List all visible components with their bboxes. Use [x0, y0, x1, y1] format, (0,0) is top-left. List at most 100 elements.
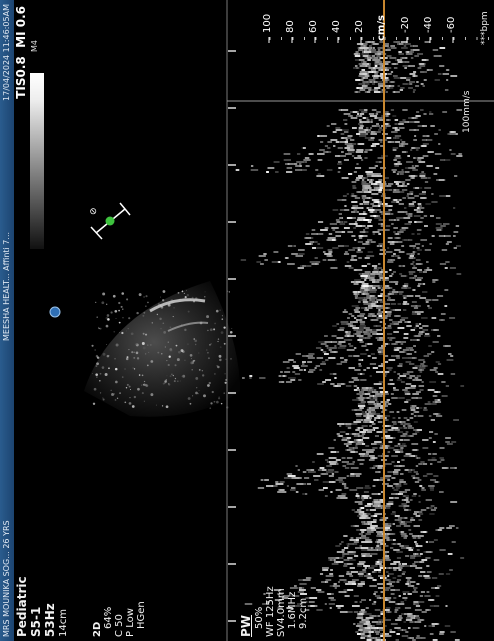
spectrum-pixel — [361, 515, 369, 517]
spectrum-pixel — [423, 79, 427, 81]
spectrum-pixel — [371, 549, 379, 551]
spectrum-pixel — [287, 163, 294, 165]
spectrum-pixel — [403, 507, 406, 509]
spectrum-pixel — [410, 555, 416, 557]
spectrum-pixel — [372, 427, 379, 429]
spectrum-pixel — [399, 121, 405, 123]
spectrum-pixel — [409, 257, 414, 259]
spectrum-pixel — [344, 359, 348, 361]
spectrum-pixel — [392, 487, 395, 489]
spectrum-pixel — [416, 247, 420, 249]
spectrum-pixel — [390, 45, 395, 47]
speckle-dot — [96, 356, 100, 360]
spectrum-pixel — [356, 251, 363, 253]
spectrum-pixel — [426, 565, 430, 567]
spectrum-pixel — [371, 125, 377, 127]
spectrum-pixel — [358, 363, 361, 365]
spectrum-pixel — [346, 349, 355, 351]
spectrum-pixel — [321, 567, 329, 569]
spectrum-pixel — [372, 233, 376, 235]
spectrum-pixel — [397, 377, 400, 379]
spectrum-pixel — [378, 493, 381, 495]
spectrum-pixel — [373, 81, 378, 83]
spectrum-pixel — [360, 537, 366, 539]
spectrum-pixel — [361, 159, 364, 161]
spectrum-pixel — [417, 277, 423, 279]
spectrum-pixel — [388, 567, 392, 569]
spectrum-pixel — [375, 393, 383, 395]
speckle-dot — [203, 394, 206, 398]
spectrum-pixel — [359, 313, 365, 315]
spectrum-pixel — [322, 259, 327, 261]
spectrum-pixel — [281, 381, 285, 383]
spectrum-pixel — [357, 217, 366, 219]
spectrum-pixel — [332, 451, 336, 453]
spectrum-pixel — [414, 365, 422, 367]
spectrum-pixel — [398, 567, 403, 569]
spectrum-pixel — [402, 349, 410, 351]
spectrum-pixel — [353, 293, 357, 295]
speckle-dot — [114, 357, 116, 360]
spectrum-pixel — [419, 619, 424, 621]
spectrum-pixel — [376, 123, 380, 125]
speckle-dot — [157, 351, 160, 354]
spectrum-pixel — [362, 437, 370, 439]
spectrum-pixel — [330, 569, 333, 571]
spectrum-pixel — [271, 261, 279, 263]
spectrum-pixel — [355, 493, 359, 495]
spectrum-pixel — [394, 349, 400, 351]
spectrum-pixel — [366, 91, 371, 93]
spectrum-pixel — [370, 515, 374, 517]
spectrum-pixel — [414, 275, 417, 277]
speckle-dot — [120, 305, 123, 308]
speckle-dot — [167, 383, 170, 385]
spectrum-pixel — [414, 555, 422, 557]
speckle-dot — [220, 331, 224, 334]
spectrum-pixel — [283, 477, 292, 479]
spectrum-pixel — [400, 629, 404, 631]
spectrum-pixel — [441, 249, 448, 251]
spectrum-pixel — [391, 543, 398, 545]
speckle-dot — [114, 309, 118, 313]
spectrum-pixel — [458, 153, 463, 155]
spectrum-pixel — [300, 483, 307, 485]
spectrum-pixel — [346, 145, 354, 147]
spectrum-pixel — [346, 439, 350, 441]
spectrum-pixel — [354, 239, 357, 241]
spectrum-pixel — [368, 47, 371, 49]
spectrum-pixel — [381, 429, 390, 431]
spectrum-pixel — [395, 607, 401, 609]
spectrum-pixel — [381, 393, 389, 395]
speckle-dot — [210, 402, 213, 405]
spectrum-pixel — [385, 597, 392, 599]
spectrum-pixel — [375, 413, 381, 415]
spectrum-pixel — [399, 57, 406, 59]
spectrum-pixel — [413, 411, 420, 413]
spectrum-pixel — [364, 565, 369, 567]
spectrum-pixel — [367, 251, 373, 253]
spectrum-pixel — [298, 579, 306, 581]
spectrum-pixel — [395, 283, 398, 285]
spectrum-pixel — [392, 483, 396, 485]
speckle-dot — [102, 397, 104, 399]
speckle-dot — [176, 358, 180, 362]
spectrum-pixel — [435, 415, 443, 417]
spectrum-pixel — [354, 79, 359, 81]
spectrum-pixel — [397, 161, 401, 163]
spectrum-pixel — [379, 187, 383, 189]
spectrum-pixel — [373, 201, 377, 203]
speckle-dot — [138, 293, 142, 297]
spectrum-pixel — [360, 633, 366, 635]
spectrum-pixel — [288, 359, 294, 361]
speckle-dot — [141, 392, 144, 395]
speckle-dot — [207, 357, 210, 360]
spectrum-pixel — [319, 467, 325, 469]
spectrum-pixel — [415, 263, 423, 265]
speckle-dot — [169, 348, 173, 352]
spectrum-pixel — [391, 461, 395, 463]
spectrum-pixel — [439, 491, 444, 493]
spectrum-pixel — [352, 185, 356, 187]
spectrum-pixel — [361, 531, 365, 533]
spectrum-pixel — [403, 621, 407, 623]
spectrum-pixel — [287, 245, 293, 247]
